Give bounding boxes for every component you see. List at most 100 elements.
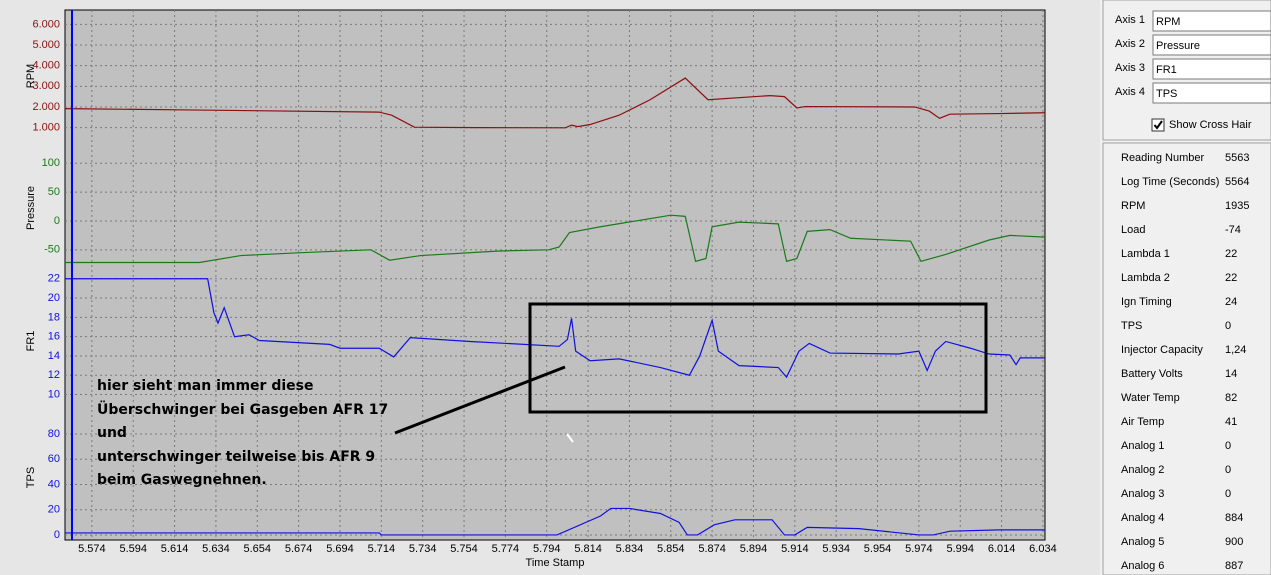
reading-name: Ign Timing (1121, 296, 1172, 308)
x-tick-label: 5.654 (244, 543, 272, 555)
y-tick-label: 1.000 (32, 122, 60, 134)
annotation-line: Überschwinger bei Gasgeben AFR 17 (97, 400, 388, 418)
y-tick-label: 5.000 (32, 39, 60, 51)
reading-name: Load (1121, 224, 1145, 236)
axis-input[interactable] (1152, 10, 1271, 32)
y-tick-label: 14 (48, 350, 60, 362)
x-tick-label: 5.774 (492, 543, 520, 555)
y-tick-label: 6.000 (32, 18, 60, 30)
reading-value: -74 (1225, 224, 1241, 236)
data-line (65, 214, 1046, 264)
y-tick-label: 40 (48, 478, 60, 490)
y-tick-label: 18 (48, 311, 60, 323)
y-tick-label: 20 (48, 292, 60, 304)
y-tick-label: 50 (48, 186, 60, 198)
x-tick-label: 5.994 (946, 543, 974, 555)
plot-area (64, 9, 1046, 541)
highlight-box (528, 302, 988, 414)
x-tick-label: 5.594 (119, 543, 147, 555)
reading-name: Analog 4 (1121, 512, 1164, 524)
y-axis-label: RPM (25, 64, 37, 88)
x-tick-label: 5.634 (202, 543, 230, 555)
x-tick-label: 5.794 (533, 543, 561, 555)
annotation-arrow (394, 365, 566, 435)
y-axis-label: FR1 (25, 331, 37, 352)
x-tick-label: 5.674 (285, 543, 313, 555)
x-tick-label: 5.614 (161, 543, 189, 555)
x-tick-label: 6.014 (988, 543, 1016, 555)
axis-input[interactable] (1152, 34, 1271, 56)
reading-name: Analog 5 (1121, 536, 1164, 548)
reading-value: 22 (1225, 248, 1237, 260)
reading-name: TPS (1121, 320, 1142, 332)
reading-value: 0 (1225, 320, 1231, 332)
reading-value: 0 (1225, 488, 1231, 500)
axis-label: Axis 4 (1115, 86, 1145, 98)
x-tick-label: 6.034 (1029, 543, 1057, 555)
annotation-line: beim Gaswegnehnen. (97, 472, 267, 488)
y-tick-label: 22 (48, 273, 60, 285)
readings-panel (1102, 142, 1271, 575)
x-tick-label: 5.874 (698, 543, 726, 555)
axis-value: RPM (1156, 16, 1180, 28)
reading-value: 14 (1225, 368, 1237, 380)
reading-value: 0 (1225, 440, 1231, 452)
axis-value: Pressure (1156, 40, 1200, 52)
y-tick-label: 12 (48, 369, 60, 381)
axis-input[interactable] (1152, 58, 1271, 80)
reading-name: Log Time (Seconds) (1121, 176, 1219, 188)
reading-name: Analog 3 (1121, 488, 1164, 500)
y-tick-label: 16 (48, 331, 60, 343)
x-tick-label: 5.914 (781, 543, 809, 555)
reading-value: 41 (1225, 416, 1237, 428)
y-axis-label: TPS (25, 467, 37, 488)
axis-value: TPS (1156, 88, 1177, 100)
axis-label: Axis 3 (1115, 62, 1145, 74)
plot-layer: 5.574 5.594 5.614 5.634 5.654 5.674 5.694 5.714… (25, 10, 1057, 569)
reading-name: Analog 1 (1121, 440, 1164, 452)
reading-value: 1,24 (1225, 344, 1246, 356)
y-tick-label: 4.000 (32, 60, 60, 72)
reading-name: Battery Volts (1121, 368, 1183, 380)
axis-label: Axis 1 (1115, 14, 1145, 26)
axis-label: Axis 2 (1115, 38, 1145, 50)
y-tick-label: -50 (44, 244, 60, 256)
data-line (64, 77, 1046, 129)
reading-value: 1935 (1225, 200, 1249, 212)
reading-name: RPM (1121, 200, 1145, 212)
y-tick-label: 2.000 (32, 101, 60, 113)
axis-input[interactable] (1152, 82, 1271, 104)
x-tick-label: 5.814 (574, 543, 602, 555)
annotation-line: und (97, 425, 127, 441)
reading-name: Lambda 2 (1121, 272, 1170, 284)
reading-value: 82 (1225, 392, 1237, 404)
reading-name: Analog 6 (1121, 560, 1164, 572)
x-tick-label: 5.694 (326, 543, 354, 555)
reading-name: Lambda 1 (1121, 248, 1170, 260)
x-tick-label: 5.954 (864, 543, 892, 555)
reading-value: 884 (1225, 512, 1243, 524)
reading-name: Water Temp (1121, 392, 1180, 404)
annotation: hier sieht man immer diese Überschwinger… (97, 378, 388, 488)
y-tick-label: 60 (48, 453, 60, 465)
reading-value: 887 (1225, 560, 1243, 572)
y-tick-label: 100 (42, 157, 60, 169)
reading-name: Injector Capacity (1121, 344, 1203, 356)
axis-value: FR1 (1156, 64, 1177, 76)
y-tick-label: 0 (54, 529, 60, 541)
x-tick-label: 5.894 (740, 543, 768, 555)
x-tick-label: 5.934 (822, 543, 850, 555)
x-tick-label: 5.734 (409, 543, 437, 555)
reading-value: 900 (1225, 536, 1243, 548)
reading-value: 24 (1225, 296, 1237, 308)
annotation-line: unterschwinger teilweise bis AFR 9 (97, 449, 375, 465)
crosshair-label: Show Cross Hair (1169, 119, 1252, 131)
x-tick-label: 5.714 (368, 543, 396, 555)
checkmark (1153, 120, 1163, 130)
reading-value: 5564 (1225, 176, 1249, 188)
x-tick-label: 5.834 (616, 543, 644, 555)
data-line (65, 278, 1045, 379)
annotation-line: hier sieht man immer diese (97, 378, 313, 394)
reading-name: Air Temp (1121, 416, 1164, 428)
